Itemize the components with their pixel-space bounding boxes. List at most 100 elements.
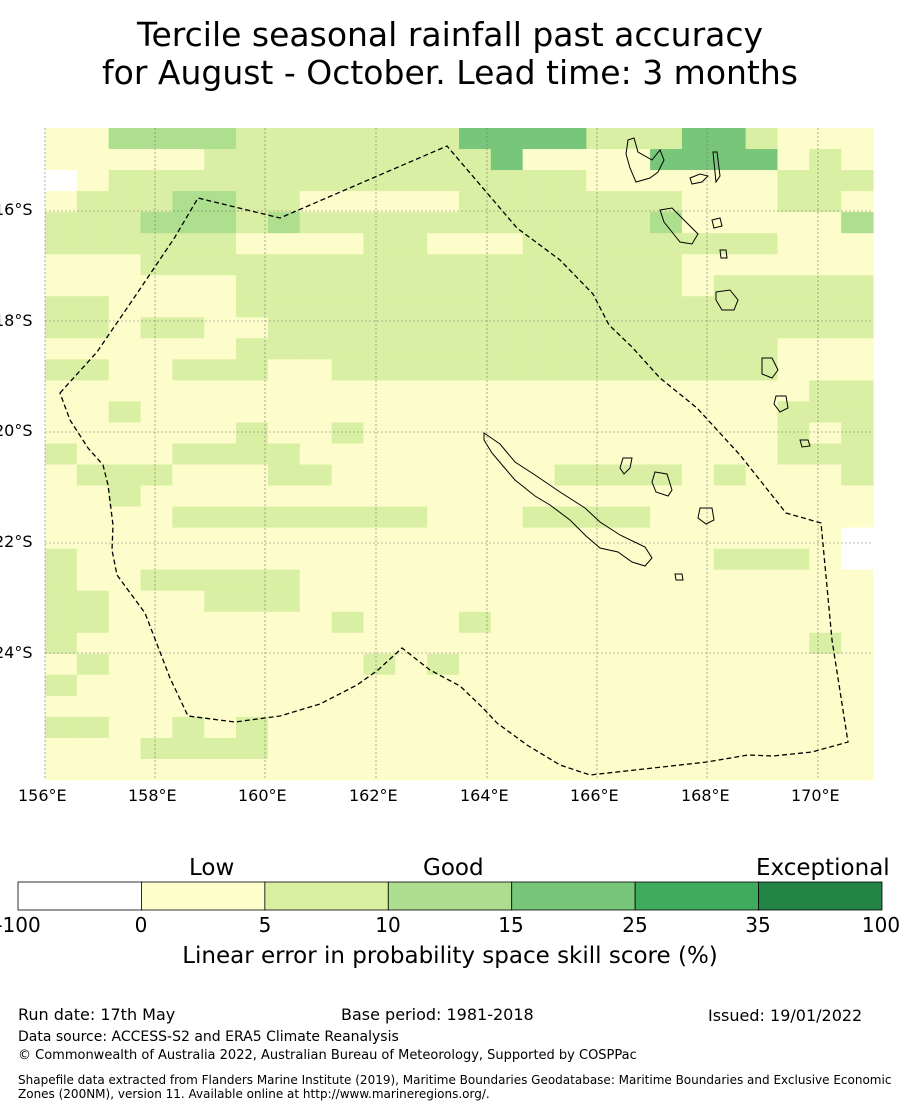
grid-cell [554,632,587,655]
grid-cell [172,212,205,234]
grid-cell [76,548,110,571]
grid-cell [204,695,237,718]
grid-cell [45,149,78,171]
grid-cell [650,338,683,360]
grid-cell [745,233,779,255]
grid-cell [236,275,269,297]
grid-cell [554,170,587,192]
grid-cell [681,464,715,487]
grid-cell [45,212,78,234]
island-walpole [674,573,684,581]
grid-cell [490,506,524,529]
island-efate [715,289,739,311]
grid-cell [45,317,78,339]
grid-cell [522,317,556,339]
grid-cell [490,422,524,445]
grid-cell [777,380,810,403]
grid-cell [267,191,301,213]
grid-cell [681,737,715,760]
grid-cell [172,275,205,297]
grid-cell [713,674,747,697]
grid-cell [76,296,110,318]
grid-cell [713,233,747,255]
grid-cell [363,422,396,445]
grid-cell [490,611,524,634]
grid-cell [777,611,810,634]
lon-label-170e: 170°E [791,786,840,805]
grid-cell [76,674,110,697]
grid-cell [713,758,747,781]
grid-cell [267,548,301,571]
grid-cell [427,212,460,234]
grid-cell [745,716,779,739]
grid-cell [586,380,619,403]
grid-cell [395,401,428,424]
grid-cell [395,128,428,150]
base-period: Base period: 1981-2018 [341,1005,534,1024]
grid-cell [650,716,683,739]
grid-cell [809,275,842,297]
grid-cell [363,275,396,297]
grid-cell [777,443,810,466]
grid-cell [204,527,237,550]
grid-cell [809,317,842,339]
grid-cell [586,401,619,424]
grid-cell [363,149,396,171]
grid-cell [681,401,715,424]
grid-cell [204,485,237,508]
skill-grid [45,128,874,781]
island-pentecost [712,151,721,184]
grid-cell [777,254,810,276]
grid-cell [490,275,524,297]
grid-cell [459,590,492,613]
grid-cell [45,569,78,592]
grid-cell [681,275,715,297]
grid-cell [236,254,269,276]
grid-cell [299,317,333,339]
grid-cell [140,359,173,381]
grid-cell [363,527,396,550]
grid-cell [331,443,365,466]
grid-cell [554,548,587,571]
grid-cell [427,401,460,424]
grid-cell [586,485,619,508]
shapefile-credit-1: Shapefile data extracted from Flanders M… [18,1073,892,1087]
island-aneityum [799,439,811,448]
grid-cell [459,317,492,339]
grid-cell [427,380,460,403]
grid-cell [745,653,779,676]
grid-cell [618,296,651,318]
grid-cell [618,275,651,297]
grid-cell [490,401,524,424]
grid-cell [267,422,301,445]
grid-cell [76,422,110,445]
grid-cell [108,191,142,213]
grid-cell [427,191,460,213]
grid-cell [76,590,110,613]
grid-cell [299,170,333,192]
grid-cell [490,254,524,276]
data-source: Data source: ACCESS-S2 and ERA5 Climate … [18,1029,399,1045]
grid-cell [777,695,810,718]
grid-cell [713,653,747,676]
grid-cell [809,674,842,697]
grid-cell [267,695,301,718]
grid-cell [76,317,110,339]
grid-cell [650,149,683,171]
grid-cell [204,254,237,276]
grid-cell [459,527,492,550]
grid-cell [395,506,428,529]
grid-cell [490,632,524,655]
colorbar-segment [387,881,513,911]
grid-cell [777,506,810,529]
grid-cell [204,128,237,150]
grid-cell [267,464,301,487]
grid-cell [140,653,173,676]
grid-cell [618,485,651,508]
grid-cell [841,254,874,276]
lat-label-16s: 16°S [0,200,33,219]
grid-cell [236,548,269,571]
grid-cell [45,758,78,781]
grid-cell [841,149,874,171]
grid-cell [618,254,651,276]
